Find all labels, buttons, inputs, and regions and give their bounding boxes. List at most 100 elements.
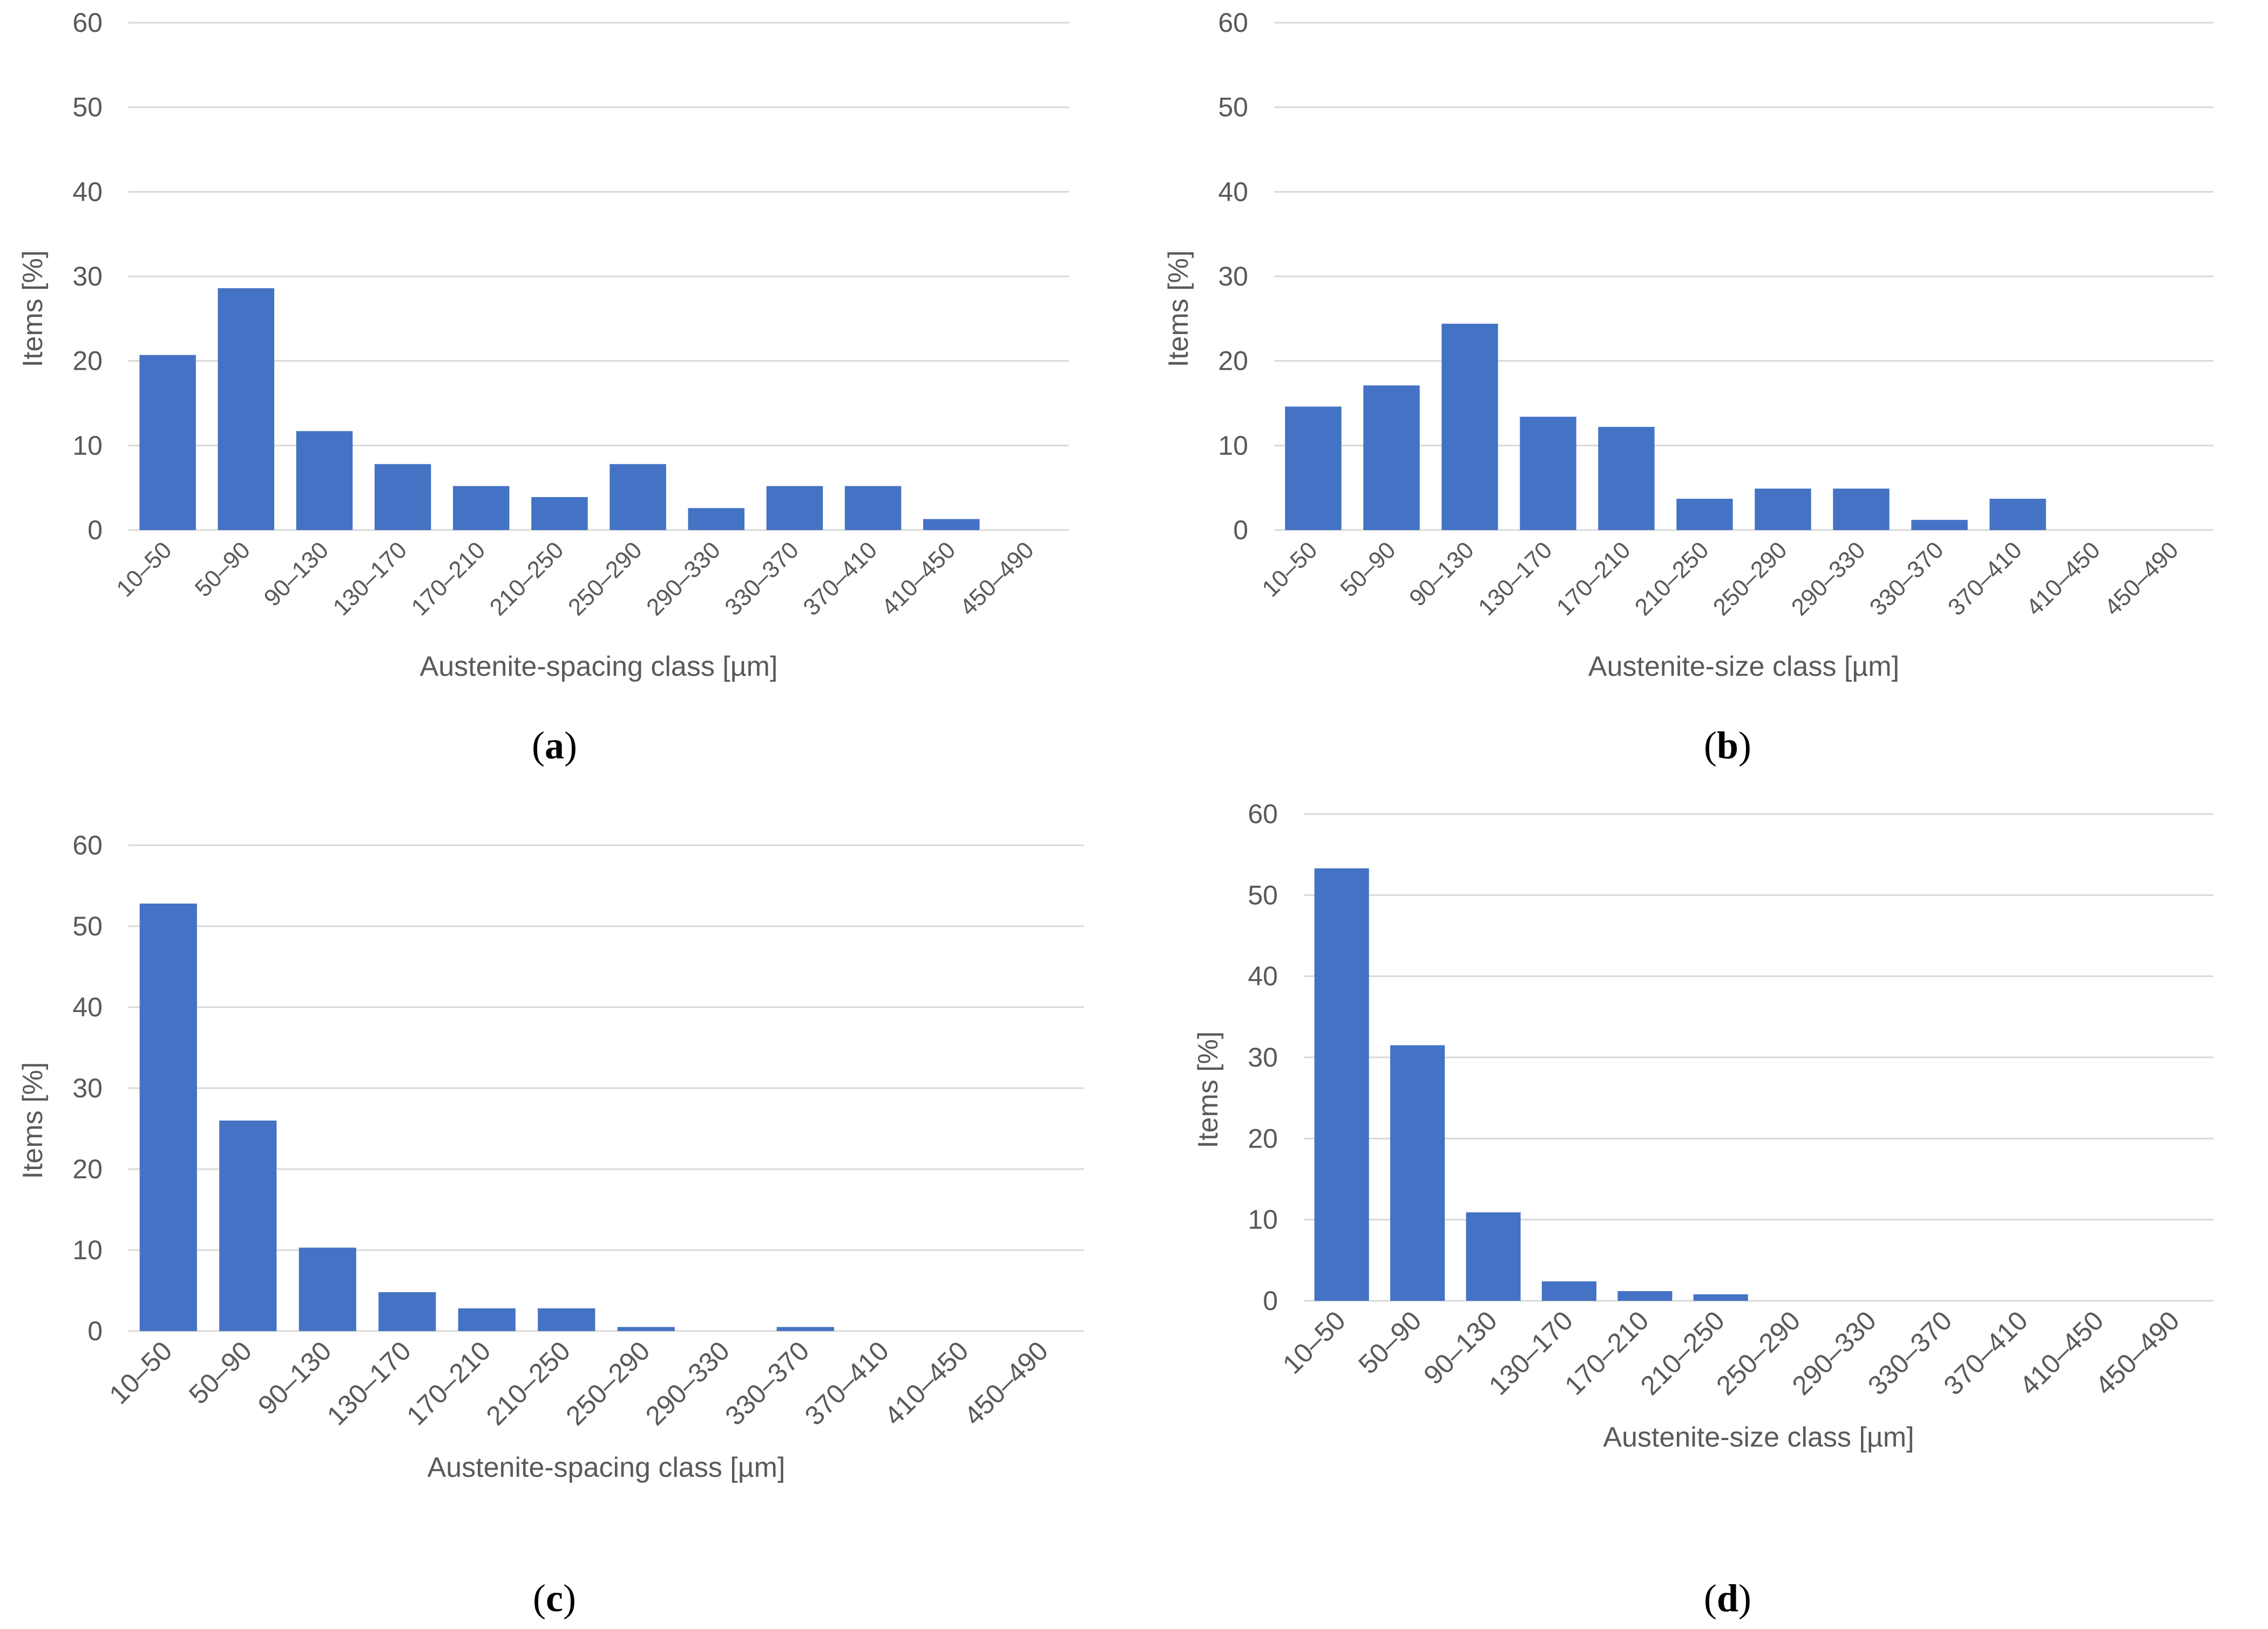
x-tick-label: 290–330 (1786, 537, 1871, 621)
x-tick-label: 50–90 (1352, 1305, 1427, 1380)
x-tick-label: 370–410 (1938, 1305, 2033, 1401)
bar (1441, 323, 1498, 530)
x-tick-label: 330–370 (1862, 1305, 1958, 1401)
x-tick-label: 10–50 (104, 1335, 178, 1410)
y-tick-label: 40 (1248, 961, 1278, 992)
bar (1911, 520, 1968, 530)
x-tick-label: 210–250 (485, 537, 569, 621)
y-axis-title: Items [%] (17, 1062, 49, 1179)
y-tick-label: 60 (72, 830, 103, 860)
y-tick-label: 10 (72, 430, 103, 460)
x-tick-label: 90–130 (259, 537, 334, 611)
chart-panel-a: 0 10 20 30 40 50 60 10–50 50–90 90–130 130–170 170–… (0, 0, 1134, 788)
y-tick-label: 30 (72, 1073, 103, 1103)
bar (1693, 1294, 1748, 1301)
y-tick-label: 0 (1233, 515, 1248, 545)
bar (776, 1327, 834, 1331)
bar (1833, 488, 1890, 530)
y-tick-label: 60 (1218, 8, 1248, 38)
bar (1676, 499, 1733, 530)
bar (139, 355, 196, 530)
bar (610, 464, 666, 530)
x-tick-label: 370–410 (1943, 537, 2027, 621)
x-tick-label: 250–290 (1708, 537, 1792, 621)
bar (1617, 1291, 1673, 1301)
bar (531, 497, 588, 530)
x-tick-label: 450–490 (2089, 1305, 2185, 1401)
bar (218, 288, 275, 530)
y-axis-title: Items [%] (1163, 250, 1194, 368)
x-tick-label: 450–490 (955, 537, 1039, 621)
bar (1755, 488, 1811, 530)
bar (1598, 426, 1655, 530)
y-axis-title: Items [%] (1193, 1031, 1224, 1149)
x-tick-label: 170–210 (401, 1335, 496, 1431)
x-tick-label: 130–170 (321, 1335, 417, 1431)
y-tick-label: 10 (72, 1235, 103, 1265)
x-tick-label: 330–370 (719, 1335, 815, 1431)
chart-a: 0 10 20 30 40 50 60 10–50 50–90 90–130130–170170–… (17, 8, 1069, 682)
bar (844, 486, 902, 530)
caption-b: (b) (1703, 724, 1751, 767)
x-tick-label: 210–250 (480, 1335, 576, 1431)
y-tick-label: 40 (72, 992, 103, 1022)
x-tick-label: 290–330 (640, 1335, 735, 1431)
bar (139, 904, 197, 1331)
bar (1989, 499, 2046, 530)
x-tick-label: 210–250 (1630, 537, 1714, 621)
y-axis-title: Items [%] (17, 250, 49, 368)
chart-panel-c: 0 10 20 30 40 50 60 10–50 50–90 90–130 130–170 170–… (0, 788, 1134, 1629)
bar (617, 1327, 675, 1331)
bar (766, 486, 823, 530)
y-tick-label: 20 (72, 346, 103, 376)
y-tick-label: 50 (72, 911, 103, 941)
x-tick-label: 250–290 (1710, 1305, 1806, 1401)
chart-panel-b: 0 10 20 30 40 50 60 10–50 50–90 90–130 130–170 170–… (1134, 0, 2268, 788)
caption-d: (d) (1703, 1577, 1751, 1620)
x-tick-label: 290–330 (1786, 1305, 1882, 1401)
x-tick-label: 410–450 (2021, 537, 2105, 621)
bar (452, 486, 510, 530)
bar (458, 1308, 516, 1331)
bar (299, 1247, 356, 1331)
bar (1390, 1045, 1445, 1301)
y-tick-label: 40 (72, 177, 103, 207)
chart-b: 0 10 20 30 40 50 60 10–50 50–90 90–130130–170170–… (1163, 8, 2213, 682)
y-tick-label: 30 (72, 261, 103, 291)
y-tick-label: 50 (1248, 880, 1278, 910)
x-tick-label: 130–170 (1483, 1305, 1579, 1401)
bar (378, 1292, 436, 1331)
x-tick-label: 130–170 (1473, 537, 1558, 621)
bar (923, 519, 980, 530)
y-tick-label: 10 (1248, 1205, 1278, 1235)
x-axis-title: Austenite-spacing class [µm] (420, 651, 778, 682)
x-tick-label: 250–290 (563, 537, 647, 621)
x-tick-label: 450–490 (2100, 537, 2184, 621)
bar (296, 431, 353, 530)
x-axis-title: Austenite-size class [µm] (1588, 651, 1899, 682)
y-tick-label: 60 (1248, 799, 1278, 829)
y-tick-label: 20 (72, 1154, 103, 1184)
x-tick-label: 250–290 (560, 1335, 655, 1431)
bar (1541, 1281, 1597, 1301)
x-tick-label: 290–330 (641, 537, 726, 621)
y-tick-label: 0 (87, 515, 103, 545)
bar (688, 508, 745, 530)
y-tick-label: 40 (1218, 177, 1248, 207)
x-tick-label: 170–210 (1552, 537, 1636, 621)
bar (1285, 406, 1342, 530)
x-tick-label: 50–90 (190, 537, 255, 602)
x-tick-label: 10–50 (1277, 1305, 1351, 1380)
x-tick-label: 410–450 (877, 537, 961, 621)
x-tick-label: 410–450 (2014, 1305, 2109, 1401)
x-axis-title: Austenite-spacing class [µm] (428, 1452, 786, 1483)
y-tick-label: 60 (72, 8, 103, 38)
caption-c: (c) (533, 1577, 576, 1620)
chart-panel-d: 0 10 20 30 40 50 60 10–50 50–90 90–130 130–170 170–… (1134, 788, 2268, 1629)
x-tick-label: 370–410 (798, 537, 882, 621)
x-tick-label: 370–410 (799, 1335, 895, 1431)
x-tick-label: 330–370 (720, 537, 804, 621)
x-tick-label: 50–90 (1335, 537, 1400, 602)
